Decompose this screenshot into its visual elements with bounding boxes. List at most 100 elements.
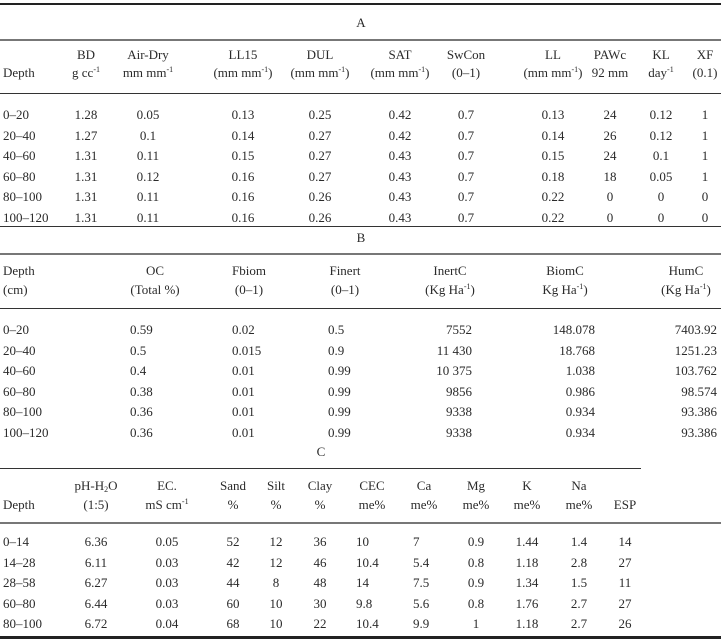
column-header: PAWc xyxy=(593,47,627,62)
column-unit: (0–1) xyxy=(330,282,360,297)
table-cell: 1.4 xyxy=(570,534,588,549)
column-unit: ESP xyxy=(613,497,637,512)
table-cell: 0.05 xyxy=(155,534,179,549)
table-cell: 7552 xyxy=(446,322,472,337)
table-cell: 0.99 xyxy=(328,424,351,440)
column-unit: (mm mm-1) xyxy=(523,65,583,80)
table-cell: 0.42 xyxy=(388,107,412,122)
column-unit: (0–1) xyxy=(234,282,264,297)
column-header: Fbiom xyxy=(232,263,266,278)
column-header: Ca xyxy=(416,478,432,493)
table-cell: 1 xyxy=(701,148,709,163)
table-cell: 0.14 xyxy=(231,127,255,143)
table-cell: 0.36 xyxy=(130,404,153,419)
column-header: Clay xyxy=(307,478,333,493)
column-header: SwCon xyxy=(446,47,486,62)
table-cell: 60–80 xyxy=(3,168,36,184)
table-cell: 0.7 xyxy=(457,189,475,204)
table-cell: 0.15 xyxy=(231,148,255,163)
table-cell: 18.768 xyxy=(559,342,595,358)
table-a-bottom-rule xyxy=(0,226,721,227)
table-cell: 1.18 xyxy=(515,616,539,631)
column-header: Na xyxy=(571,478,587,493)
table-cell: 2.7 xyxy=(570,616,588,631)
table-cell: 10 xyxy=(269,595,283,611)
table-cell: 0.38 xyxy=(130,383,153,399)
table-cell: 0 xyxy=(657,189,665,204)
table-cell: 27 xyxy=(618,595,632,611)
table-cell: 0.11 xyxy=(136,209,160,225)
table-cell: 0.22 xyxy=(541,189,565,204)
column-header: HumC xyxy=(668,263,704,278)
table-cell: 0.43 xyxy=(388,148,412,163)
superscript: -1 xyxy=(93,65,100,74)
table-cell: 0.986 xyxy=(565,383,595,399)
table-cell: 0.1 xyxy=(652,148,670,163)
table-cell: 6.11 xyxy=(84,554,108,570)
table-cell: 11 xyxy=(618,575,632,590)
table-cell: 0.03 xyxy=(155,595,179,611)
table-cell: 9338 xyxy=(446,404,472,419)
table-cell: 7.5 xyxy=(413,575,430,590)
table-cell: 1.31 xyxy=(74,209,98,225)
table-cell: 7 xyxy=(413,534,420,549)
table-cell: 10 xyxy=(356,534,369,549)
table-cell: 0.42 xyxy=(388,127,412,143)
table-cell: 12 xyxy=(269,534,283,549)
table-cell: 1.34 xyxy=(515,575,539,590)
table-cell: 46 xyxy=(313,554,327,570)
table-cell: 0 xyxy=(657,209,665,225)
table-cell: 0.9 xyxy=(328,342,345,358)
column-unit: (1:5) xyxy=(83,497,109,512)
table-cell: 0.05 xyxy=(136,107,160,122)
table-cell: 0.99 xyxy=(328,404,351,419)
table-a-title: A xyxy=(356,15,366,30)
table-cell: 68 xyxy=(226,616,240,631)
table-cell: 0.13 xyxy=(541,107,565,122)
column-unit: me% xyxy=(462,497,490,512)
table-cell: 0.7 xyxy=(457,209,475,225)
table-cell: 1.31 xyxy=(74,168,98,184)
table-cell: 10 375 xyxy=(436,363,472,378)
table-cell: 1 xyxy=(701,168,709,184)
table-cell: 1 xyxy=(701,107,709,122)
table-cell: 40–60 xyxy=(3,148,36,163)
superscript: -1 xyxy=(181,497,189,506)
table-a-title-rule xyxy=(0,39,721,41)
table-cell: 30 xyxy=(313,595,327,611)
table-cell: 0.5 xyxy=(328,322,345,337)
column-unit: me% xyxy=(358,497,386,512)
table-cell: 14 xyxy=(356,575,369,590)
column-unit: (Total %) xyxy=(130,282,180,297)
table-cell: 12 xyxy=(269,554,283,570)
table-cell: 0.16 xyxy=(231,209,255,225)
table-a-top-rule xyxy=(0,3,721,5)
column-unit: % xyxy=(270,497,282,512)
table-cell: 0.4 xyxy=(130,363,147,378)
table-cell: 0.43 xyxy=(388,209,412,225)
table-cell: 0.1 xyxy=(139,127,157,143)
table-cell: 0.7 xyxy=(457,127,475,143)
table-cell: 0.26 xyxy=(308,189,332,204)
column-unit: Depth xyxy=(3,497,35,512)
table-cell: 0.99 xyxy=(328,363,351,378)
column-header: BD xyxy=(76,47,96,62)
table-cell: 44 xyxy=(226,575,240,590)
table-cell: 0.18 xyxy=(541,168,565,184)
table-cell: 42 xyxy=(226,554,240,570)
table-cell: 24 xyxy=(603,107,617,122)
table-cell: 80–100 xyxy=(3,404,42,419)
table-cell: 0.8 xyxy=(467,554,485,570)
table-c-title-rule xyxy=(0,468,641,469)
column-header: LL15 xyxy=(228,47,258,62)
table-cell: 0 xyxy=(606,209,614,225)
table-cell: 0.27 xyxy=(308,148,332,163)
column-unit: g cc-1 xyxy=(72,65,100,80)
table-cell: 10 xyxy=(269,616,283,631)
column-unit: (cm) xyxy=(3,282,28,297)
table-cell: 0.22 xyxy=(541,209,565,225)
column-unit: (Kg Ha-1) xyxy=(425,282,475,297)
table-cell: 0.7 xyxy=(457,107,475,122)
table-cell: 7403.92 xyxy=(674,322,717,337)
column-unit: me% xyxy=(410,497,438,512)
